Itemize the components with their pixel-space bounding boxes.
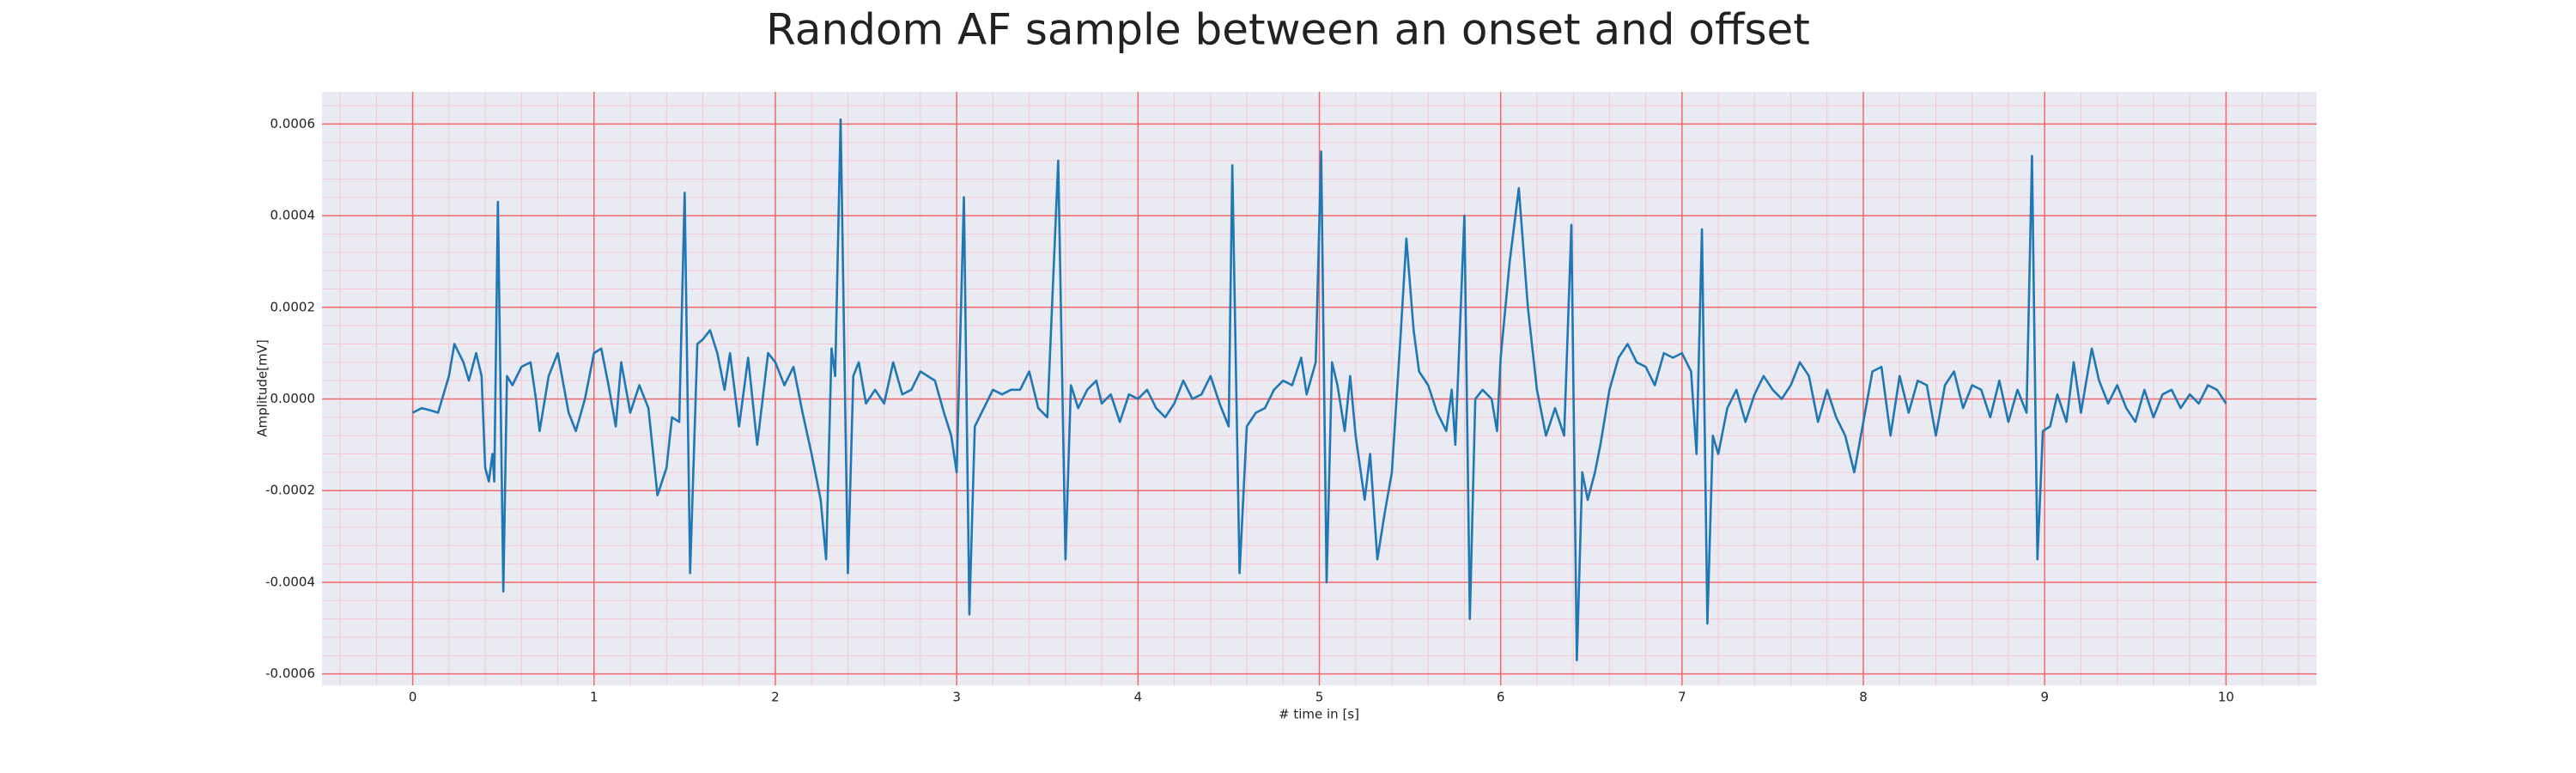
x-tick-label: 4: [1134, 690, 1143, 705]
y-tick-label: 0.0002: [270, 299, 316, 314]
y-tick-label: 0.0004: [270, 208, 316, 223]
y-axis-label: Amplitude[mV]: [255, 339, 270, 436]
x-tick-label: 10: [2218, 690, 2234, 705]
x-tick-label: 6: [1497, 690, 1505, 705]
x-tick-label: 9: [2040, 690, 2049, 705]
y-tick-label: -0.0004: [265, 574, 315, 589]
x-tick-label: 3: [952, 690, 961, 705]
y-tick-label: -0.0006: [265, 666, 315, 681]
x-tick-label: 1: [590, 690, 598, 705]
x-axis-label: # time in [s]: [1279, 707, 1359, 722]
x-tick-label: 7: [1678, 690, 1686, 705]
y-tick-label: 0.0006: [270, 116, 316, 131]
x-tick-label: 5: [1315, 690, 1324, 705]
x-tick-label: 8: [1859, 690, 1868, 705]
signal-line: [412, 118, 2227, 661]
chart-title: Random AF sample between an onset and of…: [766, 5, 1810, 55]
y-tick-label: -0.0002: [265, 483, 315, 498]
y-tick-label: 0.0000: [270, 391, 316, 406]
x-tick-label: 2: [771, 690, 780, 705]
x-tick-label: 0: [409, 690, 417, 705]
